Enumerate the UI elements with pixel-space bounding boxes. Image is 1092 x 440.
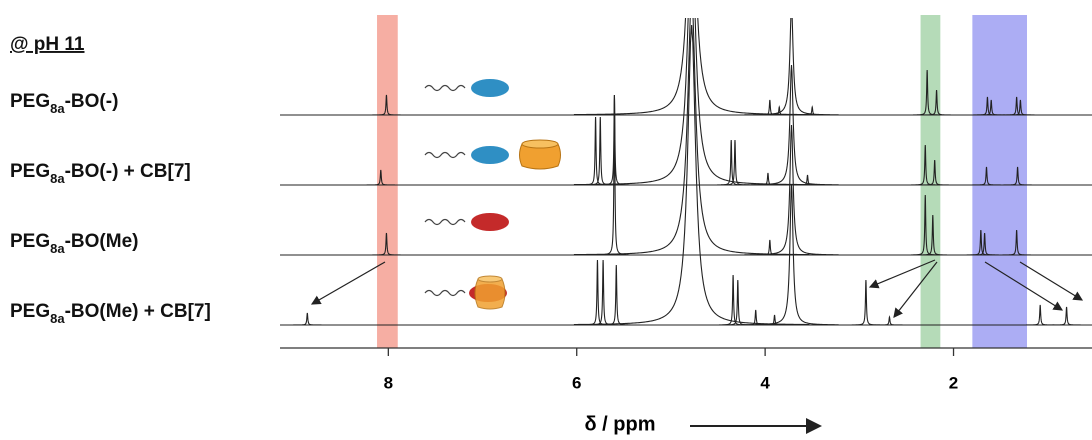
peak xyxy=(718,274,748,326)
series-label-part: PEG xyxy=(10,161,50,182)
guest-icon xyxy=(471,79,509,97)
icons xyxy=(424,84,466,297)
series-label-part: 8a xyxy=(50,171,65,186)
peak xyxy=(1003,166,1032,186)
peak xyxy=(581,116,610,186)
peak xyxy=(911,144,940,186)
peak xyxy=(913,69,942,116)
peak xyxy=(1026,304,1055,326)
peak xyxy=(573,24,810,326)
series-label-part: -BO(Me) + CB[7] xyxy=(65,301,211,322)
peak xyxy=(851,279,881,326)
peak xyxy=(602,264,631,326)
x-tick-label: 4 xyxy=(760,373,770,392)
condition: @ pH 11 xyxy=(10,34,85,55)
host-icon xyxy=(519,139,561,170)
series-label-part: -BO(-) + CB[7] xyxy=(65,161,191,182)
series-label-part: 8a xyxy=(50,241,65,256)
series-label-part: PEG xyxy=(10,91,50,112)
series-label-part: 8a xyxy=(50,311,65,326)
series-label: PEG8a-BO(-) xyxy=(10,91,118,116)
x-axis-label: δ / ppm xyxy=(584,413,655,435)
highlight-band xyxy=(972,15,1028,348)
peak xyxy=(744,64,839,186)
series-label-part: -BO(-) xyxy=(65,91,119,112)
guest-icon xyxy=(471,213,509,231)
series-label: PEG8a-BO(Me) + CB[7] xyxy=(10,301,211,326)
peak xyxy=(765,105,794,116)
series-label: PEG8a-BO(Me) xyxy=(10,231,138,256)
peak xyxy=(798,105,827,116)
peak xyxy=(372,94,401,116)
peak xyxy=(1052,306,1081,326)
peak xyxy=(875,315,904,326)
series-label-part: PEG xyxy=(10,231,50,252)
peak xyxy=(744,184,839,326)
peak xyxy=(573,18,810,116)
peak xyxy=(573,18,810,256)
peak xyxy=(366,169,395,186)
peak xyxy=(588,259,618,326)
series-label: PEG8a-BO(-) + CB[7] xyxy=(10,161,191,186)
series-label-part: -BO(Me) xyxy=(65,231,139,252)
peak xyxy=(793,174,822,186)
peak xyxy=(755,239,784,256)
peak xyxy=(911,194,940,256)
peak xyxy=(723,279,752,326)
peak xyxy=(293,312,322,326)
peak xyxy=(600,94,629,256)
peak xyxy=(918,214,947,256)
peak xyxy=(972,166,1001,186)
highlight-band xyxy=(377,15,398,348)
peak xyxy=(977,99,1006,116)
peak xyxy=(1006,99,1035,116)
peak xyxy=(970,232,999,256)
peak xyxy=(372,232,401,256)
peak xyxy=(755,99,784,116)
peak xyxy=(753,172,783,186)
peak xyxy=(1002,229,1031,256)
peak xyxy=(744,18,839,116)
peak xyxy=(583,259,612,326)
peak xyxy=(920,159,949,186)
x-tick-label: 8 xyxy=(384,373,393,392)
arrows xyxy=(310,259,1084,318)
peak xyxy=(586,116,615,186)
x-tick-label: 6 xyxy=(572,373,581,392)
series-label-part: 8a xyxy=(50,101,65,116)
peak xyxy=(922,89,951,116)
guest-icon xyxy=(471,146,509,164)
x-tick-label: 2 xyxy=(949,373,958,392)
peak xyxy=(720,139,750,186)
peak xyxy=(760,314,789,326)
series-label-part: PEG xyxy=(10,301,50,322)
host-icon xyxy=(474,275,506,310)
